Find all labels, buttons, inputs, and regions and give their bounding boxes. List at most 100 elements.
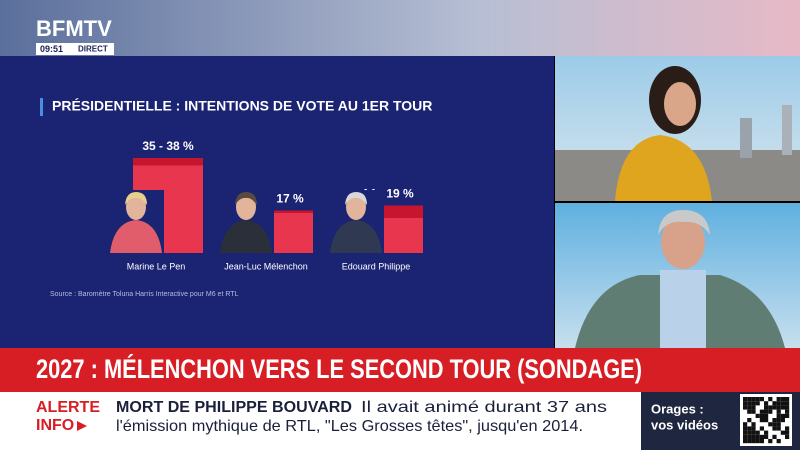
qr-cell [747,405,752,410]
qr-cell [780,401,785,406]
qr-cell [776,409,781,414]
alert-arrow [77,421,87,431]
ticker-text: Il avait animé durant 37 ans [361,399,607,416]
portrait-body [220,220,272,253]
qr-cell [751,409,756,414]
qr-cell [768,439,773,444]
guest-shirt [660,270,706,348]
qr-cell [759,434,764,439]
tower [740,118,752,158]
qr-cell [764,418,769,423]
qr-cell [780,397,785,402]
qr-pattern [743,397,790,444]
qr-cell [759,418,764,423]
qr-cell [768,397,773,402]
live-label: DIRECT [78,45,108,54]
qr-cell [743,434,748,439]
qr-cell [751,439,756,444]
title-accent [40,98,43,116]
qr-cell [743,401,748,406]
qr-cell [759,413,764,418]
qr-cell [776,418,781,423]
qr-cell [764,413,769,418]
qr-cell [776,405,781,410]
qr-cell [785,401,790,406]
qr-cell [776,422,781,427]
qr-cell [755,401,760,406]
value-label: 35 - 38 % [142,139,194,153]
qr-cell [747,434,752,439]
qr-cell [747,401,752,406]
qr-cell [772,426,777,431]
alert-label: ALERTE [36,399,100,416]
promo-text: vos vidéos [651,417,718,432]
qr-cell [743,430,748,435]
category-label: Jean-Luc Mélenchon [224,261,308,271]
qr-cell [780,430,785,435]
portrait-body [330,220,382,253]
qr-cell [768,409,773,414]
alert-label: INFO [36,417,74,434]
qr-cell [755,413,760,418]
qr-cell [759,397,764,402]
qr-cell [759,439,764,444]
qr-cell [772,401,777,406]
qr-cell [751,422,756,427]
qr-cell [776,413,781,418]
qr-cell [780,405,785,410]
chart-title: PRÉSIDENTIELLE : INTENTIONS DE VOTE AU 1… [52,98,432,114]
presenter-body [615,135,712,201]
category-label: Edouard Philippe [342,261,411,271]
qr-cell [776,439,781,444]
qr-cell [780,413,785,418]
qr-cell [747,418,752,423]
qr-cell [759,426,764,431]
qr-cell [776,426,781,431]
guest-hair [658,210,710,235]
qr-cell [747,426,752,431]
ticker-headline: MORT DE PHILIPPE BOUVARD [116,399,352,416]
qr-cell [747,430,752,435]
qr-cell [751,397,756,402]
qr-cell [764,434,769,439]
tower [782,105,792,155]
guest-face [661,215,705,269]
portrait-head [236,194,256,220]
qr-cell [785,430,790,435]
headline: 2027 : MÉLENCHON VERS LE SECOND TOUR (SO… [36,353,642,384]
qr-cell [751,426,756,431]
portrait-hair [345,192,367,205]
chart-source: Source : Baromètre Toluna Harris Interac… [50,291,239,298]
top-strip [0,0,800,56]
qr-cell [743,439,748,444]
qr-cell [785,405,790,410]
qr-cell [785,409,790,414]
qr-cell [751,401,756,406]
qr-cell [755,434,760,439]
qr-cell [772,422,777,427]
qr-cell [751,434,756,439]
qr-cell [764,409,769,414]
portrait-head [126,194,146,220]
qr-cell [772,405,777,410]
qr-cell [785,397,790,402]
qr-cell [755,439,760,444]
portrait-head [346,194,366,220]
qr-cell [764,430,769,435]
qr-cell [785,413,790,418]
promo-text: Orages : [651,401,704,416]
qr-cell [785,426,790,431]
qr-cell [780,418,785,423]
qr-cell [743,426,748,431]
qr-cell [768,422,773,427]
qr-cell [743,405,748,410]
qr-cell [747,409,752,414]
portrait-hair [125,192,147,205]
time-box [36,43,114,55]
ticker-text: l'émission mythique de RTL, "Les Grosses… [116,418,583,435]
category-label: Marine Le Pen [127,261,186,271]
qr-cell [751,405,756,410]
qr-cell [759,409,764,414]
